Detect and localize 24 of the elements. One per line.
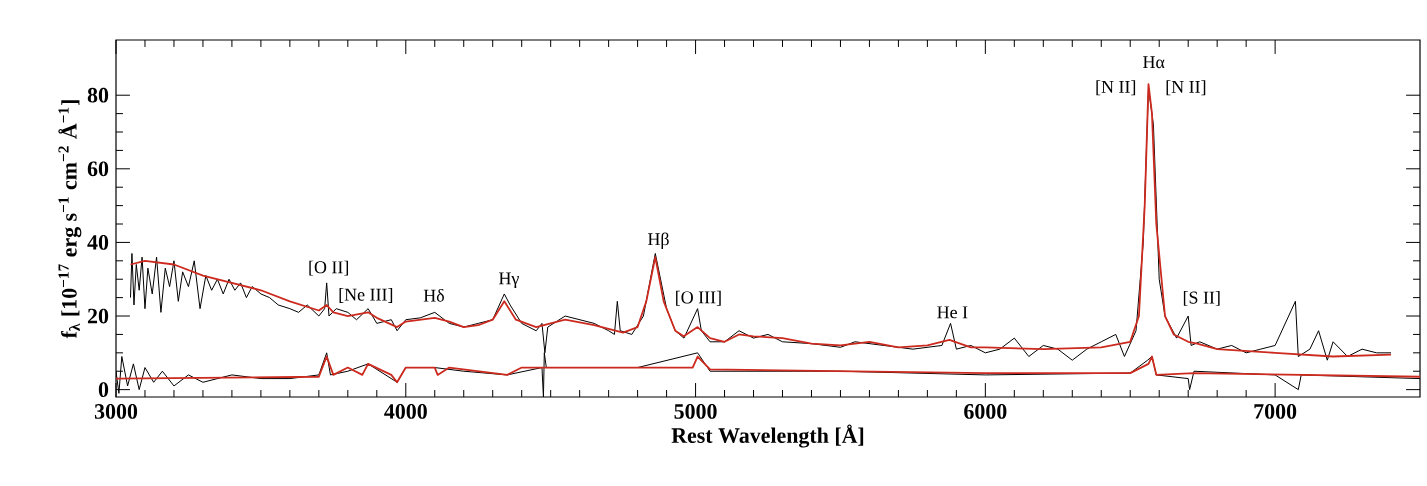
y-tick-label: 20 <box>87 308 109 324</box>
annotation: He I <box>937 306 968 319</box>
annotation: Hβ <box>647 232 669 249</box>
annotation: Hδ <box>423 288 444 302</box>
annotation: [N II] <box>1096 80 1136 96</box>
x-tick-label: 5000 <box>674 404 717 419</box>
annotation: [S II] <box>1183 291 1220 306</box>
annotation: [O II] <box>309 260 349 276</box>
y-tick-label: 60 <box>87 161 109 177</box>
annotation: Hα <box>1143 56 1165 69</box>
y-tick-label: 0 <box>98 382 109 398</box>
text: f$_{λ}$ [10$^{−17}$ erg s$^{−1}$ cm$^{−2}$ Å$^{−1}$] <box>58 100 82 339</box>
x-tick-label: 3000 <box>94 404 138 419</box>
annotation: [Ne III] <box>339 288 393 303</box>
x-tick-label: 6000 <box>964 404 1007 419</box>
x-axis-title: Rest Wavelength [Å] <box>671 424 864 448</box>
x-tick-label: 4000 <box>384 404 427 419</box>
y-tick-label: 80 <box>87 87 109 103</box>
annotation: [O III] <box>676 290 721 306</box>
x-tick-label: 7000 <box>1254 404 1297 419</box>
annotation: [N II] <box>1166 80 1206 96</box>
y-tick-label: 40 <box>87 235 109 250</box>
line-series <box>116 355 1421 384</box>
annotation: Hγ <box>499 272 519 289</box>
